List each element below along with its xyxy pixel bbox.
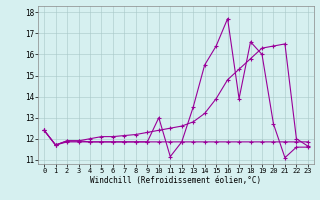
X-axis label: Windchill (Refroidissement éolien,°C): Windchill (Refroidissement éolien,°C) <box>91 176 261 185</box>
